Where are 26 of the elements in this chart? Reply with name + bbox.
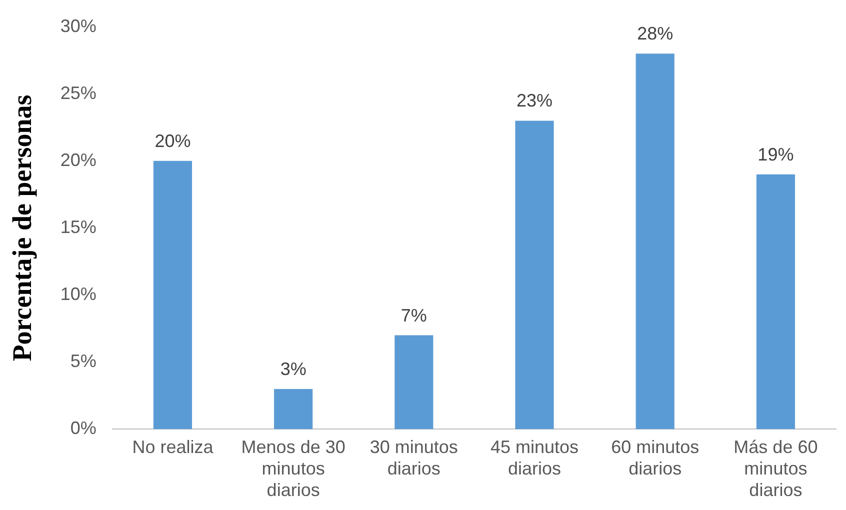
y-tick-label: 10% xyxy=(60,284,96,304)
bar xyxy=(394,335,434,430)
x-tick-label: 45 minutos diarios xyxy=(490,436,579,479)
bar xyxy=(153,160,192,430)
x-tick-label: 60 minutos diarios xyxy=(611,436,700,479)
y-tick-label: 30% xyxy=(60,16,96,36)
data-label: 19% xyxy=(758,144,794,164)
data-label: 7% xyxy=(400,305,427,326)
y-tick-label: 5% xyxy=(70,351,96,372)
x-tick-label: No realiza xyxy=(132,436,214,457)
y-tick-label: 15% xyxy=(60,216,96,237)
y-axis-title: Porcentaje de personas xyxy=(7,94,38,362)
y-tick-label: 20% xyxy=(60,150,96,170)
data-label: 3% xyxy=(280,358,306,379)
data-label: 28% xyxy=(637,24,674,44)
x-tick-label: Menos de 30 minutos diarios xyxy=(241,436,346,500)
data-label: 20% xyxy=(154,130,191,151)
y-tick-label: 0% xyxy=(70,418,96,438)
data-label: 23% xyxy=(516,90,553,111)
y-tick-label: 25% xyxy=(60,82,96,103)
x-tick-label: Más de 60 minutos diarios xyxy=(734,436,818,500)
bar xyxy=(515,120,554,430)
bar xyxy=(636,54,674,430)
bar xyxy=(756,174,795,430)
x-tick-label: 30 minutos diarios xyxy=(370,436,458,479)
bar xyxy=(274,388,313,430)
